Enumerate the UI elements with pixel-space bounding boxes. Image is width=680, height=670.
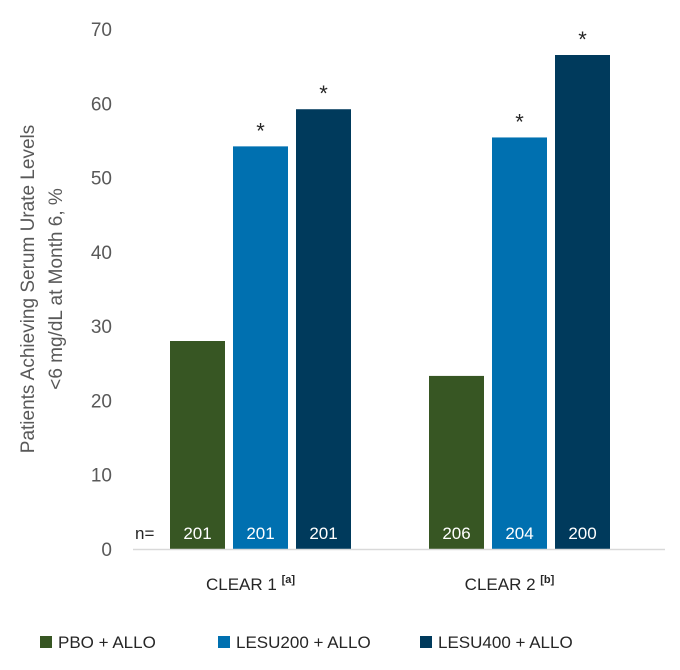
category-footnote: [b]: [540, 574, 554, 586]
legend-swatch: [218, 636, 230, 648]
legend-swatch: [420, 636, 432, 648]
y-axis-title-line-2: <6 mg/dL at Month 6, %: [46, 188, 67, 390]
significance-marker: *: [515, 109, 524, 134]
bar-pbo-allo-2: [429, 375, 484, 549]
legend-label: LESU400 + ALLO: [438, 633, 573, 652]
x-category-label: CLEAR 1 [a]: [206, 574, 295, 594]
n-prefix-label: n=: [135, 524, 154, 543]
bar-lesu400-allo-2: [555, 55, 610, 549]
bar-lesu400-allo-1: [296, 109, 351, 549]
y-axis-title-line-1: Patients Achieving Serum Urate Levels: [18, 125, 39, 453]
y-axis-title: Patients Achieving Serum Urate Levels <6 …: [18, 125, 67, 453]
n-value: 200: [568, 524, 596, 543]
significance-marker: *: [319, 81, 328, 106]
y-tick-label: 30: [91, 317, 112, 338]
legend-swatch: [40, 636, 52, 648]
category-name: CLEAR 1: [206, 575, 282, 594]
y-tick-label: 0: [101, 540, 112, 561]
y-tick-label: 40: [91, 243, 112, 264]
bar-pbo-allo-1: [170, 341, 225, 549]
legend-label: LESU200 + ALLO: [236, 633, 371, 652]
n-value: 201: [183, 524, 211, 543]
y-tick-label: 70: [91, 20, 112, 41]
n-value: 201: [309, 524, 337, 543]
y-tick-label: 60: [91, 94, 112, 115]
y-tick-label: 20: [91, 391, 112, 412]
legend-label: PBO + ALLO: [58, 633, 156, 652]
significance-marker: *: [578, 27, 587, 52]
bar-lesu200-allo-1: [233, 146, 288, 549]
category-footnote: [a]: [282, 574, 296, 586]
category-name: CLEAR 2: [465, 575, 541, 594]
n-value: 204: [505, 524, 533, 543]
n-value: 206: [442, 524, 470, 543]
x-category-label: CLEAR 2 [b]: [465, 574, 555, 594]
significance-marker: *: [256, 118, 265, 143]
bar-lesu200-allo-2: [492, 137, 547, 549]
n-value: 201: [246, 524, 274, 543]
y-tick-label: 50: [91, 169, 112, 190]
y-tick-label: 10: [91, 466, 112, 487]
